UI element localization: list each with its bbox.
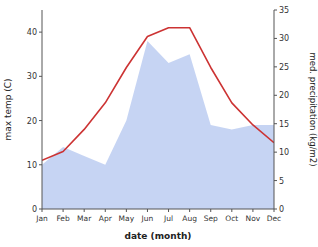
y2-axis-label: med. precipitation (kg/m2) (308, 52, 318, 166)
x-tick (210, 209, 211, 212)
y2-tick-label: 25 (279, 63, 289, 72)
x-tick-label: Jul (163, 214, 173, 223)
y2-axis-line (274, 10, 275, 209)
y-tick (39, 76, 42, 77)
x-tick (231, 209, 232, 212)
x-tick (252, 209, 253, 212)
x-axis-line (42, 209, 274, 210)
y-tick-label: 10 (27, 161, 37, 170)
x-tick-label: May (119, 214, 135, 223)
x-tick-label: Aug (182, 214, 197, 223)
y-tick-label: 20 (27, 117, 37, 126)
y2-tick-label: 0 (279, 205, 284, 214)
x-tick (42, 209, 43, 212)
x-tick-label: Oct (225, 214, 238, 223)
y2-tick-label: 35 (279, 6, 289, 15)
y2-tick-label: 5 (279, 177, 284, 186)
y-axis-line (42, 10, 43, 209)
y2-tick (274, 10, 277, 11)
temperature-line (42, 28, 274, 161)
y-tick (39, 164, 42, 165)
y2-tick (274, 180, 277, 181)
y2-tick-label: 30 (279, 34, 289, 43)
y-tick (39, 32, 42, 33)
y2-tick (274, 152, 277, 153)
y-tick-label: 40 (27, 28, 37, 37)
x-tick (147, 209, 148, 212)
x-tick (168, 209, 169, 212)
y-tick (39, 120, 42, 121)
y-axis-label: max temp (C) (3, 78, 13, 140)
x-tick-label: Feb (56, 214, 70, 223)
y2-tick (274, 66, 277, 67)
x-tick-label: Sep (204, 214, 218, 223)
x-tick (274, 209, 275, 212)
x-tick-label: Nov (246, 214, 261, 223)
x-tick-label: Jun (141, 214, 154, 223)
x-tick (63, 209, 64, 212)
x-tick (189, 209, 190, 212)
y2-tick (274, 38, 277, 39)
plot-data (42, 28, 274, 209)
y-tick-label: 0 (32, 205, 37, 214)
y2-tick (274, 123, 277, 124)
y2-tick-label: 15 (279, 120, 289, 129)
x-tick-label: Dec (267, 214, 282, 223)
x-tick-label: Mar (77, 214, 92, 223)
x-tick (126, 209, 127, 212)
x-tick (84, 209, 85, 212)
y2-tick-label: 10 (279, 148, 289, 157)
y-tick-label: 30 (27, 72, 37, 81)
x-tick (105, 209, 106, 212)
x-tick-label: Apr (99, 214, 113, 223)
chart: 0 10 20 30 40 0 5 10 15 20 25 30 35 Jan Feb Mar Apr May Ju… (0, 0, 318, 247)
precipitation-area (42, 41, 274, 209)
x-tick-label: Jan (35, 214, 48, 223)
y2-tick (274, 95, 277, 96)
y2-tick-label: 20 (279, 91, 289, 100)
x-axis-label: date (month) (125, 231, 192, 241)
